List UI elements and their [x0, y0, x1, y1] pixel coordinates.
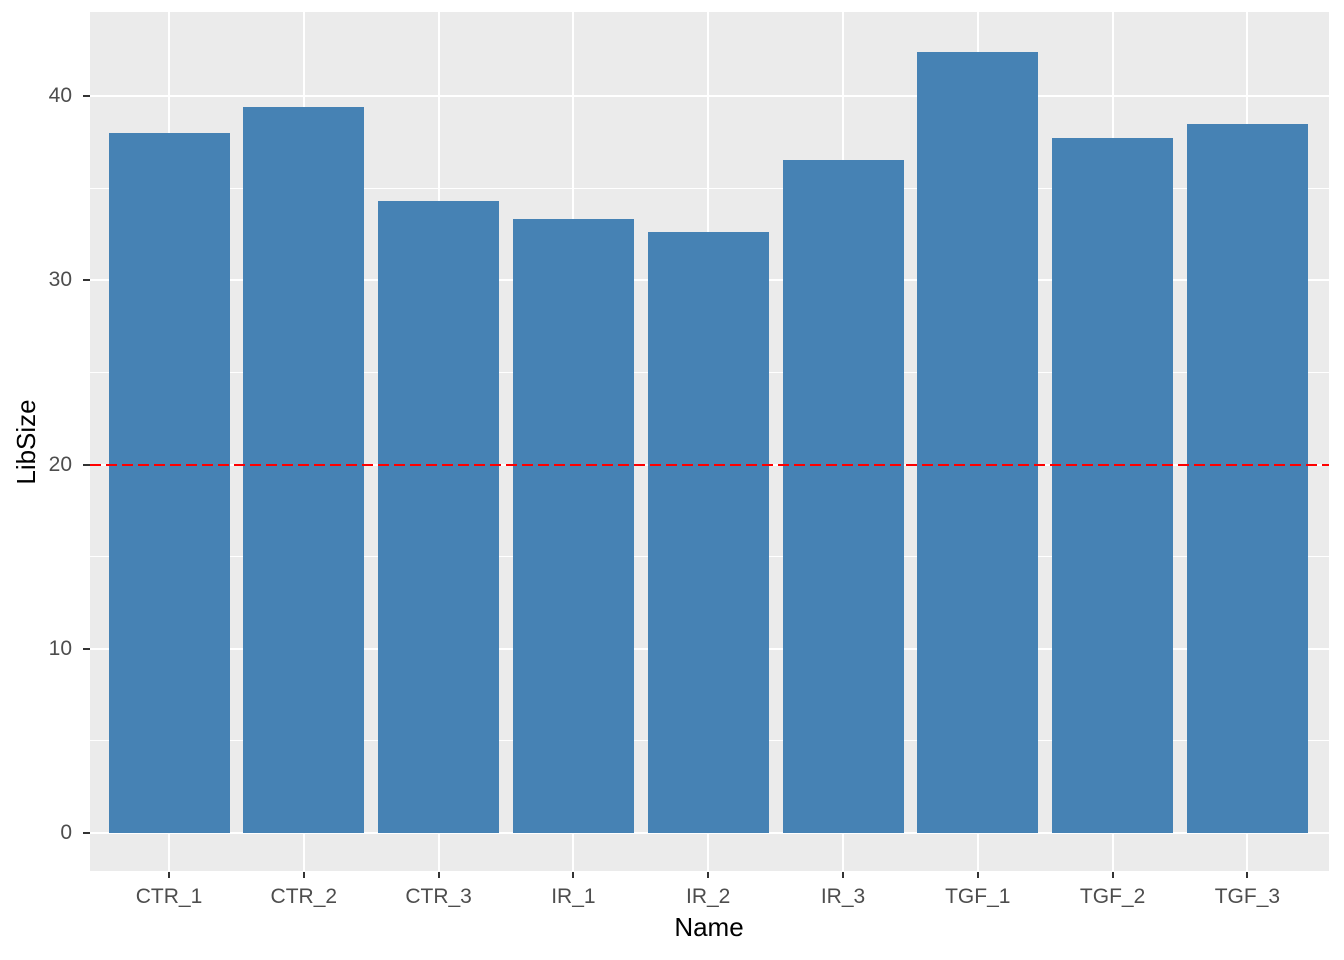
- gridline-minor: [90, 187, 1329, 189]
- gridline-major: [90, 832, 1329, 834]
- bar: [378, 201, 500, 833]
- bar: [243, 107, 365, 833]
- y-axis-tick: [83, 463, 90, 466]
- y-tick-label: 40: [48, 84, 72, 107]
- x-tick-label: CTR_3: [405, 885, 472, 908]
- bar: [917, 51, 1039, 833]
- reference-line: [90, 463, 1329, 466]
- y-tick-label: 10: [48, 636, 72, 660]
- x-axis-tick: [1246, 872, 1249, 878]
- x-tick-label: TGF_1: [945, 885, 1011, 908]
- x-axis-tick: [707, 872, 710, 878]
- x-tick-label: IR_3: [820, 885, 866, 908]
- y-axis-tick: [83, 95, 90, 97]
- x-axis-title: Name: [674, 912, 744, 942]
- x-tick-label: TGF_3: [1214, 885, 1281, 908]
- x-tick-label: CTR_1: [135, 885, 203, 908]
- x-axis-tick: [1111, 872, 1114, 878]
- bar: [1186, 123, 1308, 833]
- x-tick-label: IR_1: [551, 885, 596, 908]
- x-tick-label: IR_2: [686, 885, 731, 908]
- bar: [108, 132, 230, 833]
- y-axis-tick: [83, 832, 90, 834]
- x-tick-label: TGF_2: [1079, 885, 1146, 908]
- bar: [647, 232, 769, 833]
- x-tick-label: CTR_2: [270, 885, 338, 908]
- x-axis-tick: [842, 872, 844, 878]
- x-axis-tick: [302, 872, 305, 878]
- bar: [782, 160, 904, 833]
- x-axis-tick: [168, 872, 170, 878]
- y-tick-label: 30: [48, 268, 72, 292]
- gridline-major: [90, 95, 1329, 97]
- plot-panel: [90, 12, 1329, 871]
- y-tick-label: 0: [60, 821, 72, 844]
- y-tick-label: 20: [48, 452, 72, 476]
- bar: [512, 219, 634, 833]
- y-axis-tick: [83, 647, 90, 650]
- bar: [1052, 138, 1174, 833]
- y-axis-tick: [83, 279, 90, 282]
- x-axis-tick: [437, 872, 440, 878]
- x-axis-tick: [572, 872, 575, 878]
- x-axis-tick: [976, 872, 979, 878]
